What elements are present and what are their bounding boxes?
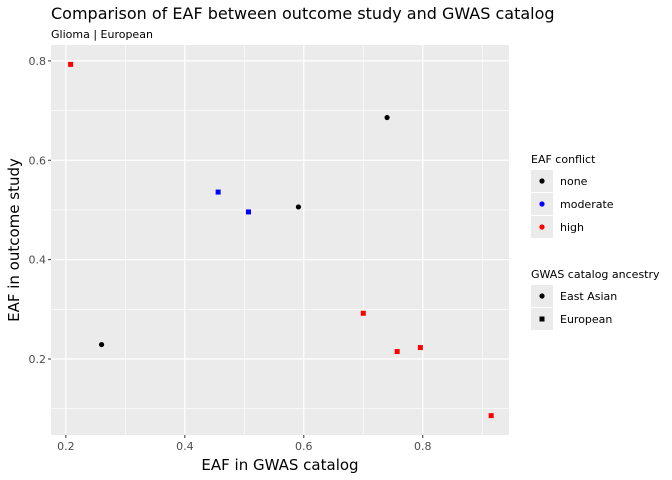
plot-panel <box>51 45 509 435</box>
minor-gridlines <box>51 45 509 435</box>
x-tick-label: 0.8 <box>414 440 432 453</box>
legend-title: EAF conflict <box>531 153 596 166</box>
chart-subtitle: Glioma | European <box>51 28 153 41</box>
x-tick-label: 0.2 <box>57 440 75 453</box>
legend-title: GWAS catalog ancestry <box>531 268 660 281</box>
legend-label: high <box>560 221 584 234</box>
y-axis-title: EAF in outcome study <box>5 158 23 322</box>
x-tick-label: 0.4 <box>176 440 194 453</box>
legend-key-symbol <box>539 178 545 184</box>
data-point <box>360 310 366 316</box>
y-tick-label: 0.6 <box>29 154 47 167</box>
data-point <box>488 413 494 419</box>
x-tick-label: 0.6 <box>295 440 313 453</box>
data-point <box>215 189 221 195</box>
legend-label: East Asian <box>560 290 617 303</box>
y-axis: 0.2 0.4 0.6 0.8 <box>29 55 51 366</box>
major-gridlines <box>51 45 509 435</box>
legend-label: European <box>560 313 612 326</box>
legend-key-symbol <box>539 201 545 207</box>
y-tick-label: 0.4 <box>29 254 47 267</box>
legend-key-symbol <box>539 293 545 299</box>
legend-key-symbol <box>539 224 545 230</box>
data-point <box>245 209 251 215</box>
y-tick-label: 0.8 <box>29 55 47 68</box>
y-tick-label: 0.2 <box>29 353 47 366</box>
data-point <box>295 204 302 210</box>
data-points <box>68 61 494 419</box>
legend: EAF conflict none moderate high GWAS catalog… <box>531 153 660 330</box>
data-point <box>98 341 105 348</box>
legend-label: moderate <box>560 198 614 211</box>
chart-title: Comparison of EAF between outcome study … <box>51 4 555 23</box>
legend-label: none <box>560 175 588 188</box>
data-point <box>394 349 400 355</box>
data-point <box>384 114 390 121</box>
x-axis: 0.2 0.4 0.6 0.8 <box>57 435 432 453</box>
x-axis-title: EAF in GWAS catalog <box>201 456 358 474</box>
legend-key-symbol <box>539 316 545 322</box>
data-point <box>68 61 74 67</box>
data-point <box>417 345 423 351</box>
